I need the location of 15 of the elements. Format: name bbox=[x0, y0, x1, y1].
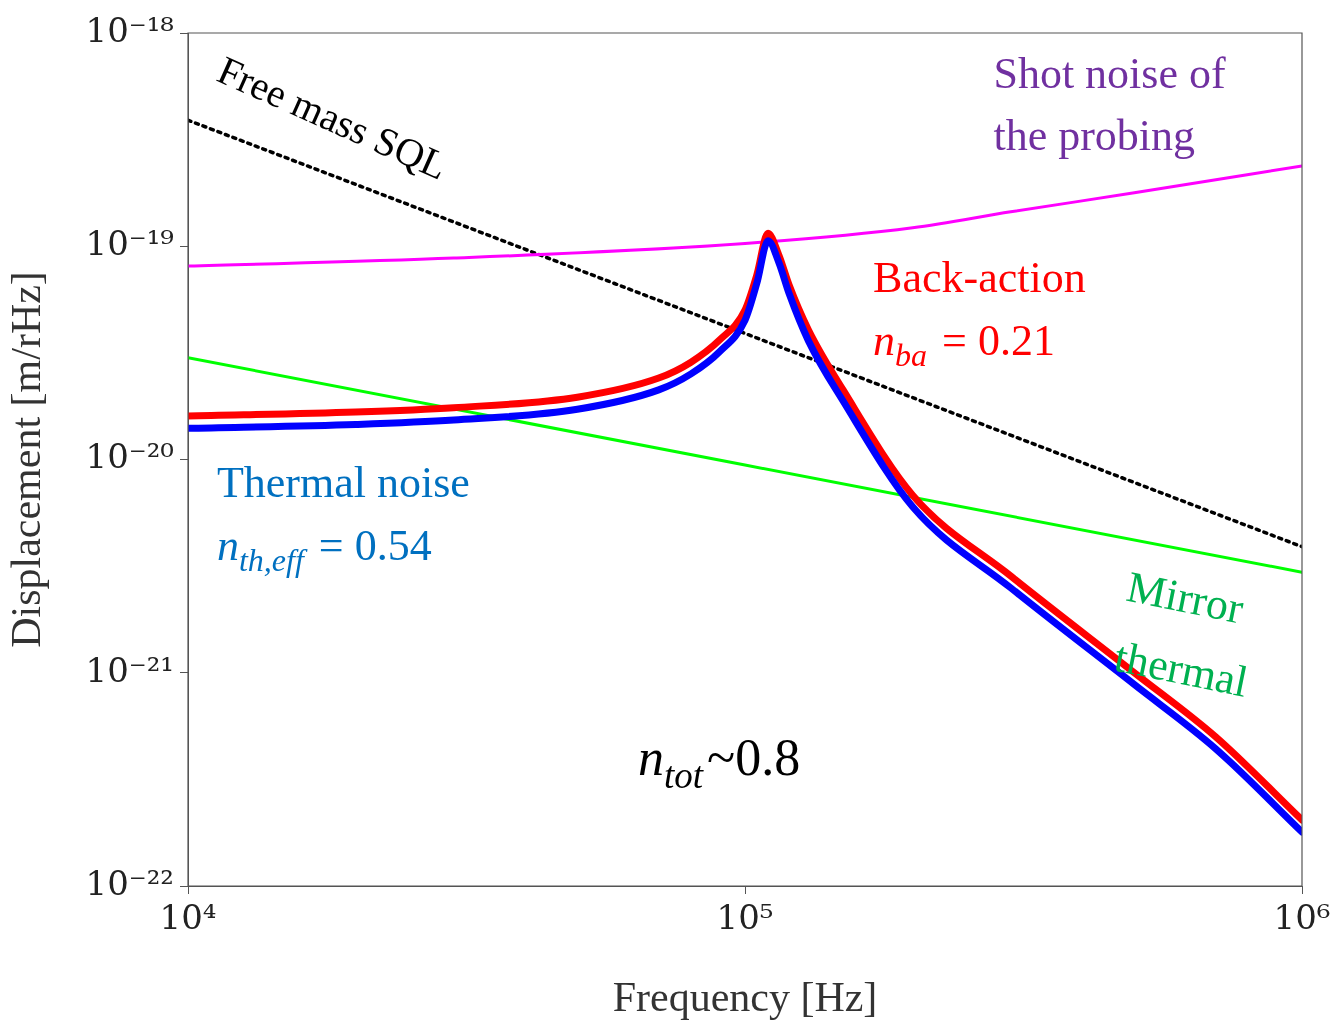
x-tick-label: 10⁶ bbox=[1273, 897, 1331, 938]
annotation: Thermal noise bbox=[216, 458, 470, 508]
y-tick-label: 10⁻²¹ bbox=[85, 649, 174, 690]
y-axis-title: Displacement [m/rHz] bbox=[3, 271, 50, 648]
y-tick-label: 10⁻²⁰ bbox=[85, 436, 174, 477]
x-tick-label: 10⁵ bbox=[716, 897, 774, 938]
annotation: Shot noise of bbox=[993, 48, 1226, 98]
annotation: thermal bbox=[1110, 631, 1253, 707]
y-tick-label: 10⁻¹⁹ bbox=[85, 223, 174, 264]
annotation: Back-action bbox=[873, 253, 1086, 303]
y-tick-label: 10⁻¹⁸ bbox=[85, 9, 174, 50]
x-axis-title: Frequency [Hz] bbox=[612, 973, 878, 1020]
annotation: Mirror bbox=[1122, 562, 1248, 634]
annotation: Free mass SQL bbox=[211, 47, 455, 189]
annotation: the probing bbox=[993, 110, 1196, 160]
